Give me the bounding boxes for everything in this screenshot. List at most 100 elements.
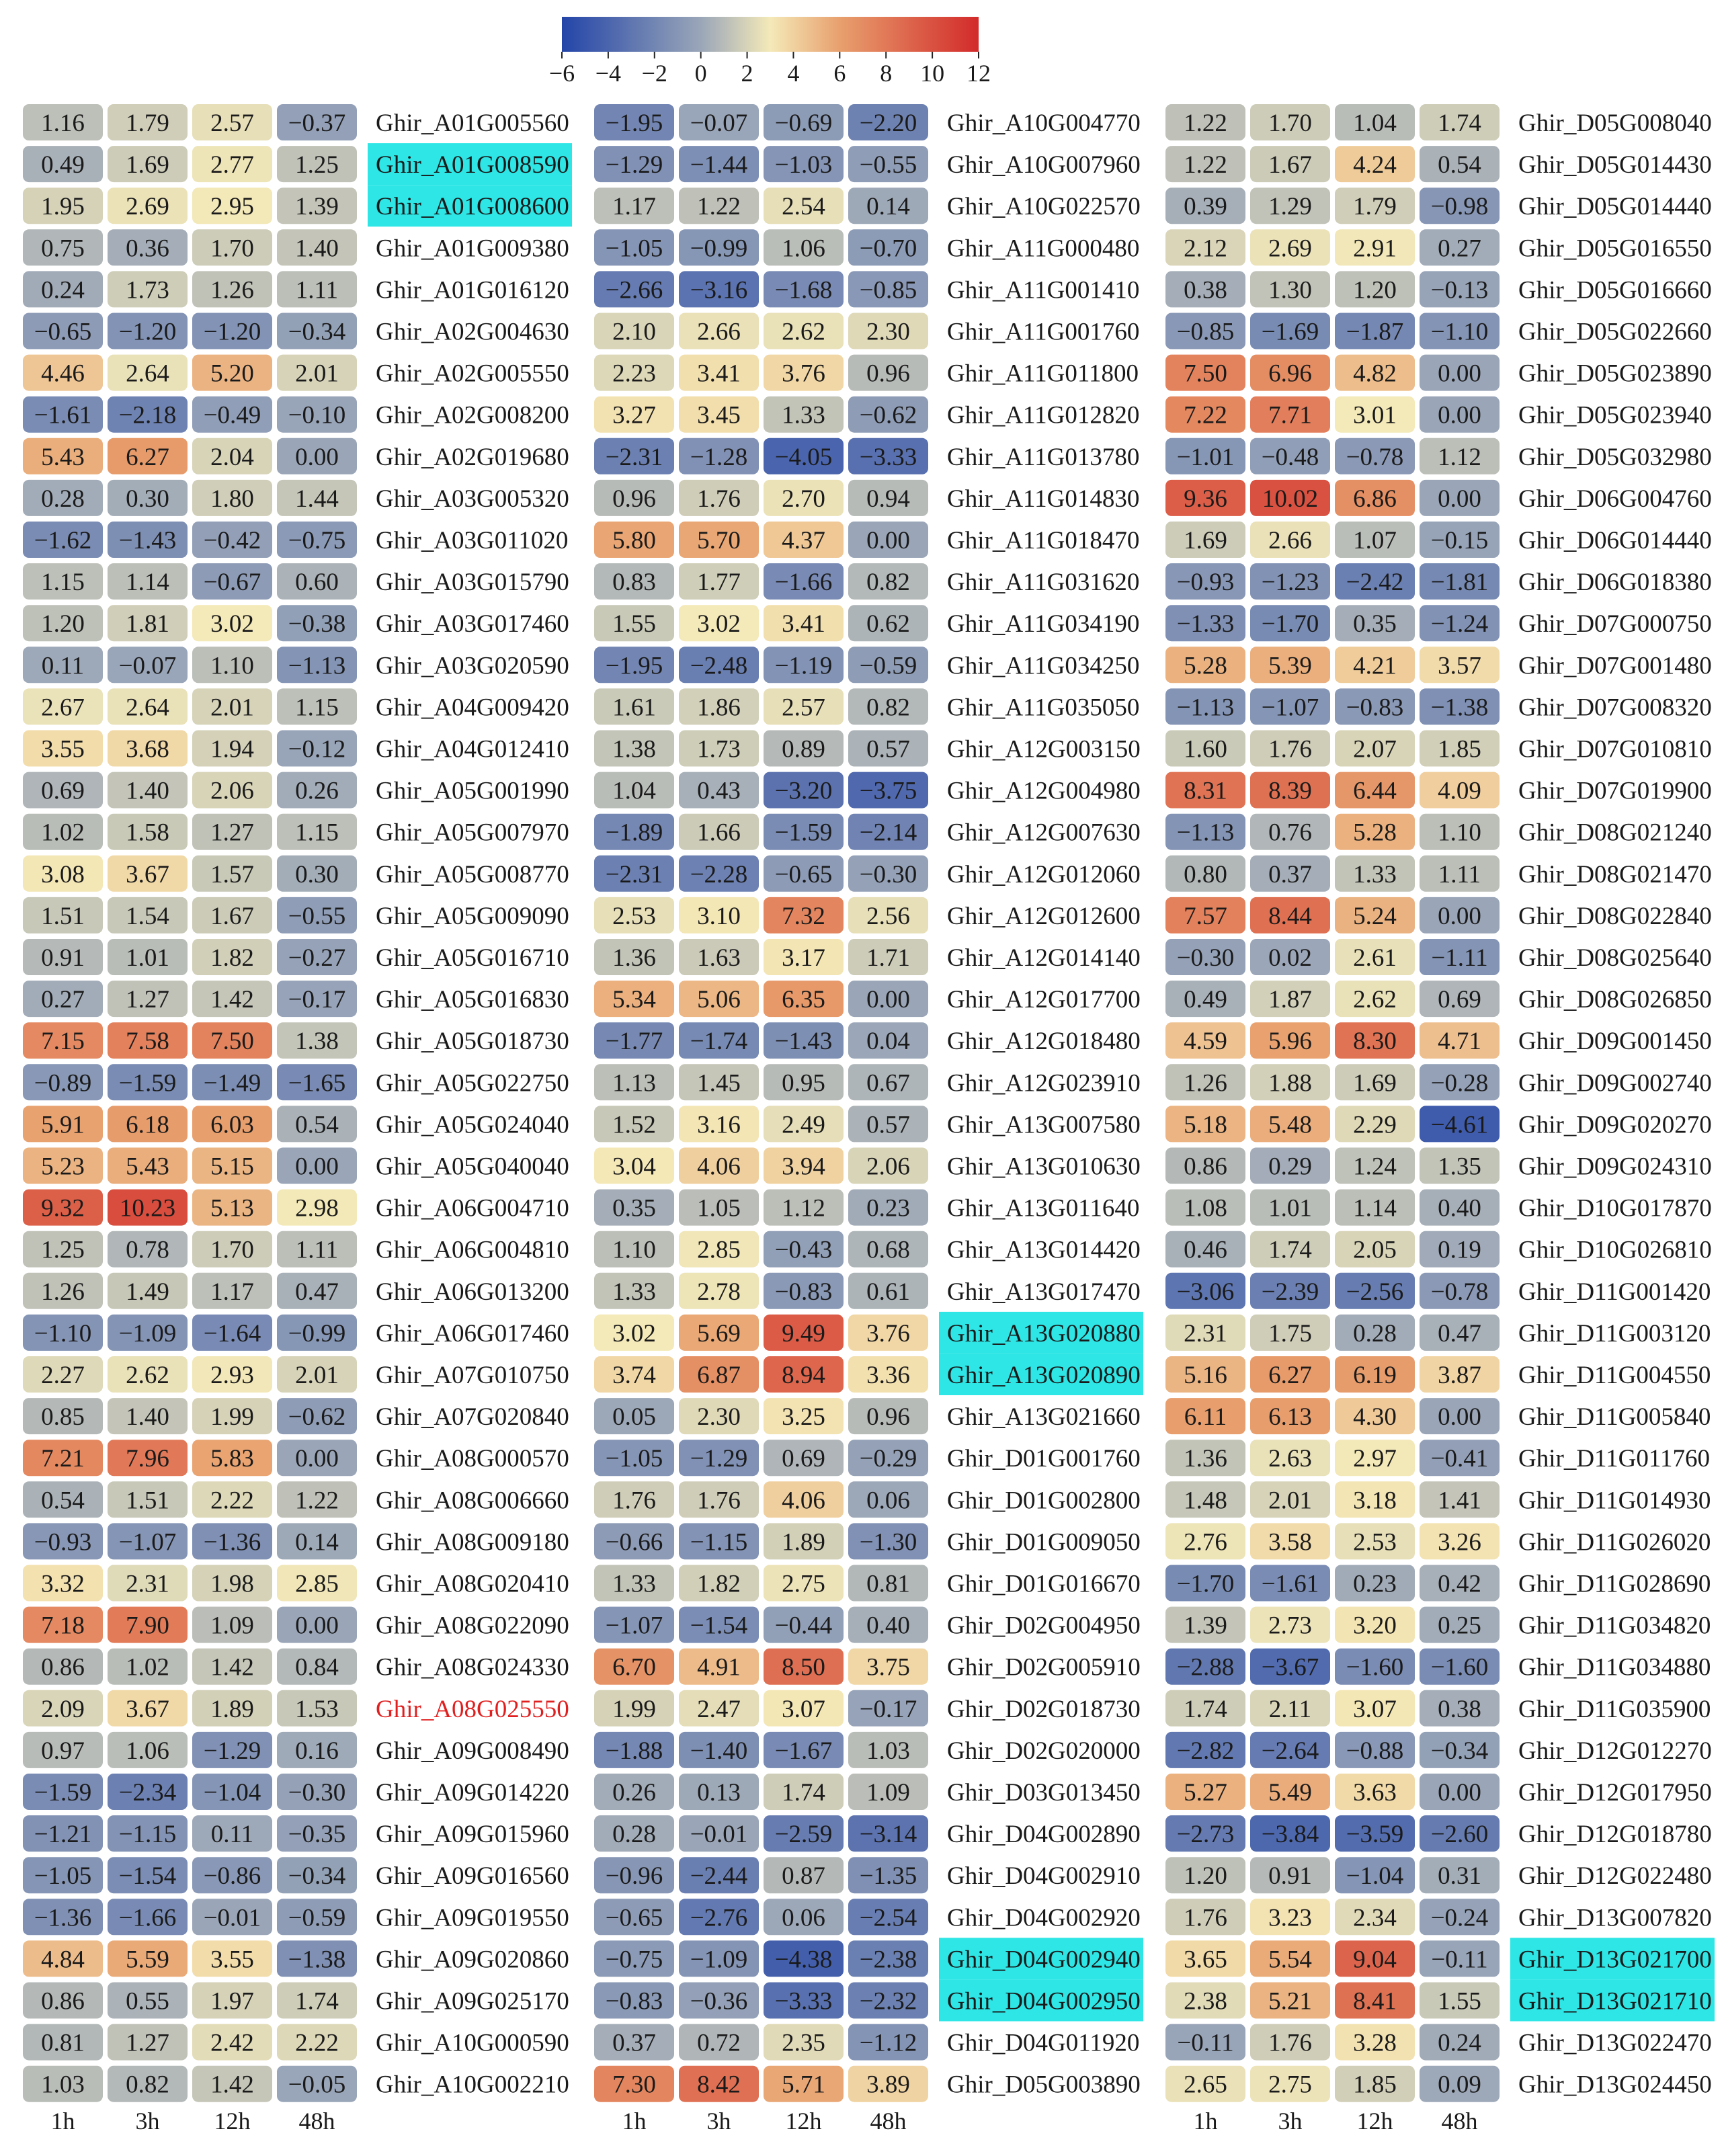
cell-value-label: −1.12 xyxy=(860,2030,917,2057)
gene-label: Ghir_D08G026850 xyxy=(1518,986,1712,1013)
heatmap-cell xyxy=(764,396,844,433)
cell-value-label: 1.20 xyxy=(1184,1862,1227,1890)
gene-label: Ghir_A05G007970 xyxy=(376,819,569,847)
cell-value-label: −3.06 xyxy=(1177,1278,1235,1306)
cell-value-label: −1.07 xyxy=(606,1612,663,1640)
gene-highlight xyxy=(1510,1938,1715,1980)
cell-value-label: 1.63 xyxy=(697,944,741,972)
heatmap-cell xyxy=(277,1022,357,1059)
heatmap-cell xyxy=(277,1606,357,1643)
cell-value-label: −2.32 xyxy=(860,1988,917,2016)
gene-label: Ghir_D11G003120 xyxy=(1518,1320,1711,1348)
heatmap-cell xyxy=(1420,1523,1500,1560)
cell-value-label: 10.02 xyxy=(1262,485,1318,513)
cell-value-label: 1.35 xyxy=(1438,1153,1481,1181)
cell-value-label: −0.42 xyxy=(204,527,261,554)
heatmap-cell xyxy=(1335,688,1415,725)
gene-label: Ghir_D05G014430 xyxy=(1518,151,1712,179)
cell-value-label: 1.73 xyxy=(126,276,169,304)
heatmap-panel: 1.22 1.70 1.04 1.74 Ghir_D05G008040 1.22 1.67 4… xyxy=(1165,104,1715,2134)
heatmap-cell xyxy=(679,1815,759,1852)
heatmap-cell xyxy=(108,772,188,809)
cell-value-label: −1.95 xyxy=(606,110,663,137)
gene-label: Ghir_D05G008040 xyxy=(1518,110,1712,137)
heatmap-cell xyxy=(277,1106,357,1143)
cell-value-label: −1.43 xyxy=(119,527,177,554)
heatmap-cell xyxy=(23,1648,103,1685)
heatmap-cell xyxy=(594,1022,674,1059)
heatmap-cell xyxy=(764,1231,844,1268)
cell-value-label: −2.82 xyxy=(1177,1737,1235,1765)
cell-value-label: 3.94 xyxy=(782,1153,825,1181)
cell-value-label: 3.36 xyxy=(866,1362,910,1389)
cell-value-label: 5.34 xyxy=(612,986,656,1013)
heatmap-cell xyxy=(679,813,759,850)
heatmap-cell xyxy=(277,855,357,892)
cell-value-label: −1.43 xyxy=(775,1028,833,1055)
gene-highlight xyxy=(939,1938,1143,1980)
heatmap-cell xyxy=(1250,813,1330,850)
cell-value-label: 1.06 xyxy=(782,235,825,262)
heatmap-cell xyxy=(1420,981,1500,1018)
cell-value-label: 2.95 xyxy=(210,193,254,220)
x-tick-label: 1h xyxy=(622,2108,647,2134)
cell-value-label: 0.00 xyxy=(295,1153,339,1181)
cell-value-label: 8.42 xyxy=(697,2071,741,2099)
gene-label: Ghir_A10G004770 xyxy=(947,110,1141,137)
cell-value-label: 0.85 xyxy=(41,1403,85,1431)
colorbar-tick-label: 2 xyxy=(741,60,753,87)
gene-label: Ghir_D11G014930 xyxy=(1518,1487,1711,1514)
cell-value-label: 5.43 xyxy=(126,1153,169,1181)
cell-value-label: 1.53 xyxy=(295,1696,339,1723)
heatmap-cell xyxy=(108,1565,188,1602)
cell-value-label: −0.69 xyxy=(775,110,833,137)
cell-value-label: 0.02 xyxy=(1268,944,1312,972)
cell-value-label: 0.24 xyxy=(1438,2030,1481,2057)
heatmap-cell xyxy=(679,522,759,558)
heatmap-cell xyxy=(1420,2024,1500,2061)
cell-value-label: 0.49 xyxy=(1184,986,1227,1013)
heatmap-cell xyxy=(1250,1231,1330,1268)
heatmap-cell xyxy=(1165,1398,1245,1435)
cell-value-label: 1.07 xyxy=(1353,527,1397,554)
heatmap-cell xyxy=(23,396,103,433)
heatmap-cell xyxy=(594,1481,674,1518)
cell-value-label: −2.73 xyxy=(1177,1821,1235,1848)
cell-value-label: −1.05 xyxy=(606,1445,663,1473)
cell-value-label: −2.60 xyxy=(1431,1821,1489,1848)
cell-value-label: 0.91 xyxy=(1268,1862,1312,1890)
heatmap-cell xyxy=(192,1481,272,1518)
cell-value-label: 1.70 xyxy=(210,1237,254,1264)
cell-value-label: 0.60 xyxy=(295,569,339,596)
heatmap-cell xyxy=(277,1272,357,1309)
cell-value-label: −1.03 xyxy=(775,151,833,179)
cell-value-label: 1.09 xyxy=(866,1779,910,1807)
heatmap-cell xyxy=(764,772,844,809)
heatmap-cell xyxy=(594,1815,674,1852)
cell-value-label: 5.49 xyxy=(1268,1779,1312,1807)
cell-value-label: −1.38 xyxy=(1431,694,1489,721)
cell-value-label: 0.54 xyxy=(295,1111,339,1138)
gene-label: Ghir_A08G006660 xyxy=(376,1487,569,1514)
gene-label: Ghir_D05G032980 xyxy=(1518,444,1712,471)
heatmap-cell xyxy=(1335,188,1415,224)
heatmap-cell xyxy=(594,313,674,349)
cell-value-label: 5.06 xyxy=(697,986,741,1013)
heatmap-cell xyxy=(679,2024,759,2061)
cell-value-label: 3.74 xyxy=(612,1362,656,1389)
heatmap-cell xyxy=(108,1189,188,1226)
cell-value-label: −1.62 xyxy=(34,527,92,554)
heatmap-cell xyxy=(1335,2024,1415,2061)
heatmap-cell xyxy=(1335,1690,1415,1727)
cell-value-label: 0.87 xyxy=(782,1862,825,1890)
heatmap-cell xyxy=(1165,522,1245,558)
gene-label: Ghir_A11G018470 xyxy=(947,527,1139,554)
cell-value-label: 0.39 xyxy=(1184,193,1227,220)
cell-value-label: 2.54 xyxy=(782,193,825,220)
heatmap-cell xyxy=(1165,855,1245,892)
heatmap-cell xyxy=(764,313,844,349)
gene-highlight xyxy=(368,143,572,185)
gene-label: Ghir_D09G024310 xyxy=(1518,1153,1712,1181)
cell-value-label: −0.70 xyxy=(860,235,917,262)
gene-label: Ghir_A07G020840 xyxy=(376,1403,569,1431)
